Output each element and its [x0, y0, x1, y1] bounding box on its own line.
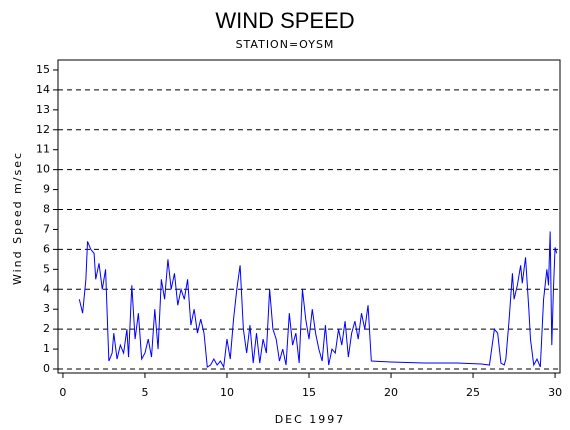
chart-title: WIND SPEED [215, 8, 354, 33]
y-tick-label: 0 [43, 362, 50, 375]
x-tick-label: 30 [548, 386, 562, 399]
y-axis-label: Wind Speed m/sec [11, 151, 24, 285]
x-tick-label: 10 [220, 386, 234, 399]
y-tick-label: 3 [43, 302, 50, 315]
x-tick-label: 25 [466, 386, 480, 399]
x-tick-label: 20 [384, 386, 398, 399]
x-tick-label: 15 [302, 386, 316, 399]
y-tick-label: 2 [43, 322, 50, 335]
y-tick-label: 8 [43, 203, 50, 216]
y-tick-label: 15 [36, 63, 50, 76]
y-tick-label: 4 [43, 282, 50, 295]
x-axis-label: DEC 1997 [275, 413, 346, 426]
y-tick-label: 11 [36, 143, 50, 156]
chart-subtitle: STATION=OYSM [236, 38, 335, 51]
plot-frame [57, 59, 561, 374]
y-tick-label: 10 [36, 163, 50, 176]
wind-speed-line [78, 231, 558, 369]
y-tick-label: 1 [43, 342, 50, 355]
y-tick-label: 12 [36, 123, 50, 136]
y-tick-label: 9 [43, 183, 50, 196]
y-tick-label: 14 [36, 83, 50, 96]
y-tick-label: 13 [36, 103, 50, 116]
y-tick-label: 7 [43, 222, 50, 235]
x-tick-label: 0 [59, 386, 66, 399]
y-tick-label: 5 [43, 262, 50, 275]
y-tick-label: 6 [43, 242, 50, 255]
x-tick-label: 5 [141, 386, 148, 399]
